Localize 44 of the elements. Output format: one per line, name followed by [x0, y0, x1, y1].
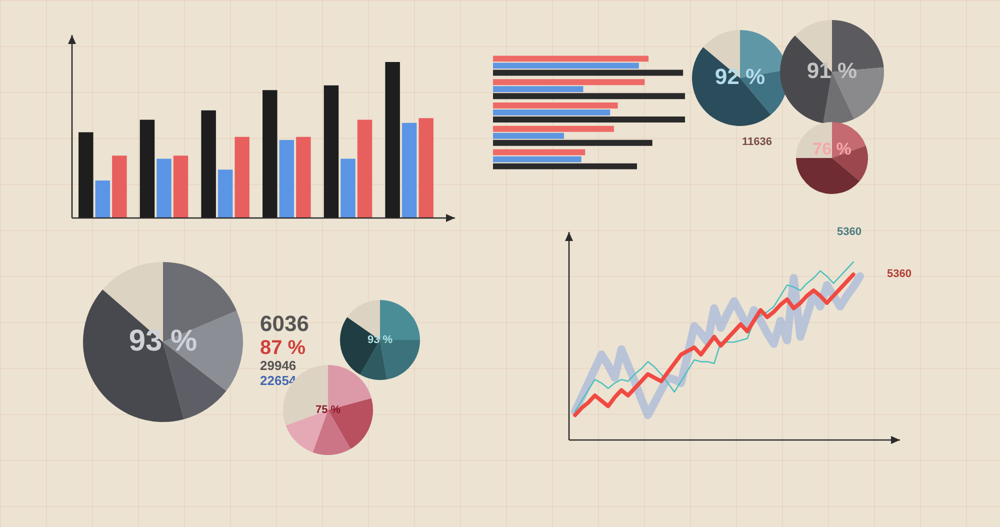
text: 6036 — [260, 311, 309, 337]
bar — [279, 140, 294, 218]
bar — [357, 120, 372, 218]
bar — [78, 132, 94, 218]
bar — [493, 116, 685, 123]
bar — [140, 120, 155, 218]
bar — [493, 86, 584, 92]
bar — [173, 156, 188, 218]
bar — [112, 156, 127, 218]
bar — [324, 85, 339, 218]
text: 93 % — [128, 324, 198, 358]
text: 75 % — [315, 404, 341, 416]
text: 87 % — [260, 336, 307, 360]
bar — [493, 156, 582, 162]
bar — [340, 158, 356, 218]
bar — [95, 180, 110, 218]
bar — [493, 70, 684, 76]
bar — [218, 170, 233, 218]
bar — [493, 149, 586, 156]
bar — [418, 118, 434, 218]
text: 11636 — [742, 136, 772, 148]
text: 92 % — [714, 64, 766, 90]
bar — [493, 126, 614, 132]
bar — [493, 110, 610, 116]
text: 5360 — [887, 268, 912, 280]
bar — [493, 79, 645, 86]
bar — [234, 136, 250, 218]
bar — [493, 56, 649, 62]
bar — [201, 110, 216, 218]
bar — [156, 158, 172, 218]
bar — [493, 140, 652, 146]
bar — [493, 132, 564, 139]
bar — [493, 62, 639, 69]
bar — [493, 102, 618, 108]
bar — [262, 90, 278, 218]
text: 93 % — [367, 334, 393, 346]
text: 91 % — [806, 58, 858, 84]
bar — [493, 93, 685, 100]
text: 5360 — [837, 226, 862, 238]
text: 29946 — [260, 358, 298, 374]
bar — [296, 136, 311, 218]
bar — [493, 163, 637, 170]
bar — [385, 62, 400, 218]
bar — [402, 122, 417, 218]
